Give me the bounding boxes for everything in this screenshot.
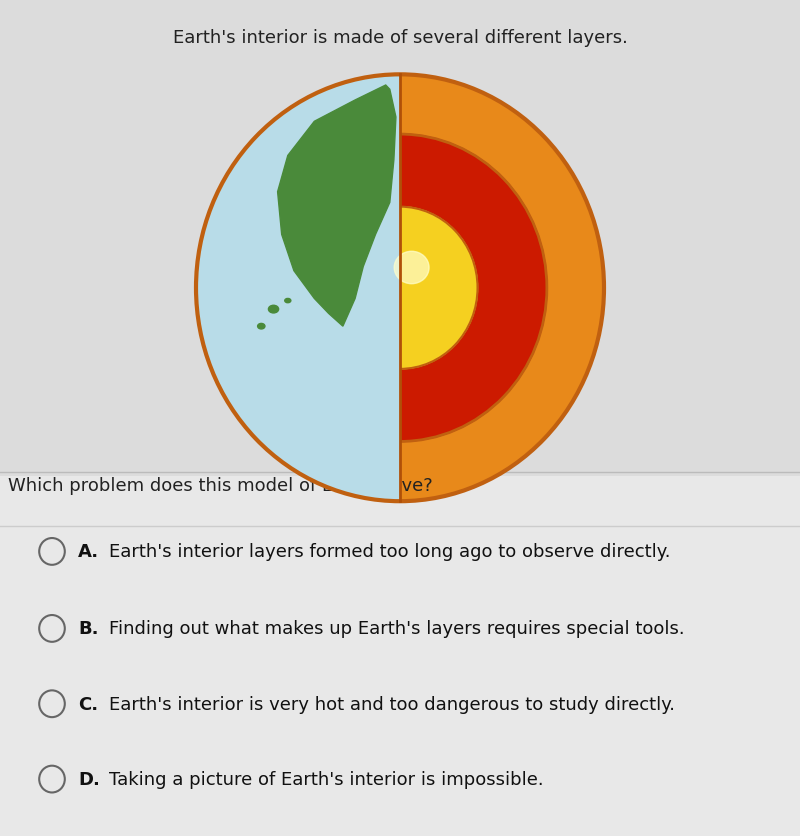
Text: Taking a picture of Earth's interior is impossible.: Taking a picture of Earth's interior is … — [109, 770, 543, 788]
Text: Earth's interior layers formed too long ago to observe directly.: Earth's interior layers formed too long … — [109, 543, 670, 561]
Text: Which problem does this model of Earth solve?: Which problem does this model of Earth s… — [8, 477, 433, 495]
Ellipse shape — [285, 299, 291, 303]
PathPatch shape — [196, 75, 400, 502]
Text: Earth's interior is made of several different layers.: Earth's interior is made of several diff… — [173, 29, 627, 48]
Ellipse shape — [394, 252, 429, 284]
Circle shape — [196, 75, 604, 502]
Text: Finding out what makes up Earth's layers requires special tools.: Finding out what makes up Earth's layers… — [109, 619, 685, 638]
FancyBboxPatch shape — [0, 477, 800, 836]
Text: A.: A. — [78, 543, 99, 561]
Text: C.: C. — [78, 695, 98, 713]
Polygon shape — [400, 75, 604, 502]
Polygon shape — [278, 86, 396, 327]
Ellipse shape — [269, 306, 278, 314]
Text: D.: D. — [78, 770, 100, 788]
Circle shape — [322, 207, 478, 370]
Text: B.: B. — [78, 619, 99, 638]
Text: Earth's interior is very hot and too dangerous to study directly.: Earth's interior is very hot and too dan… — [109, 695, 674, 713]
Polygon shape — [400, 135, 547, 442]
Polygon shape — [196, 75, 400, 502]
Ellipse shape — [258, 324, 265, 329]
